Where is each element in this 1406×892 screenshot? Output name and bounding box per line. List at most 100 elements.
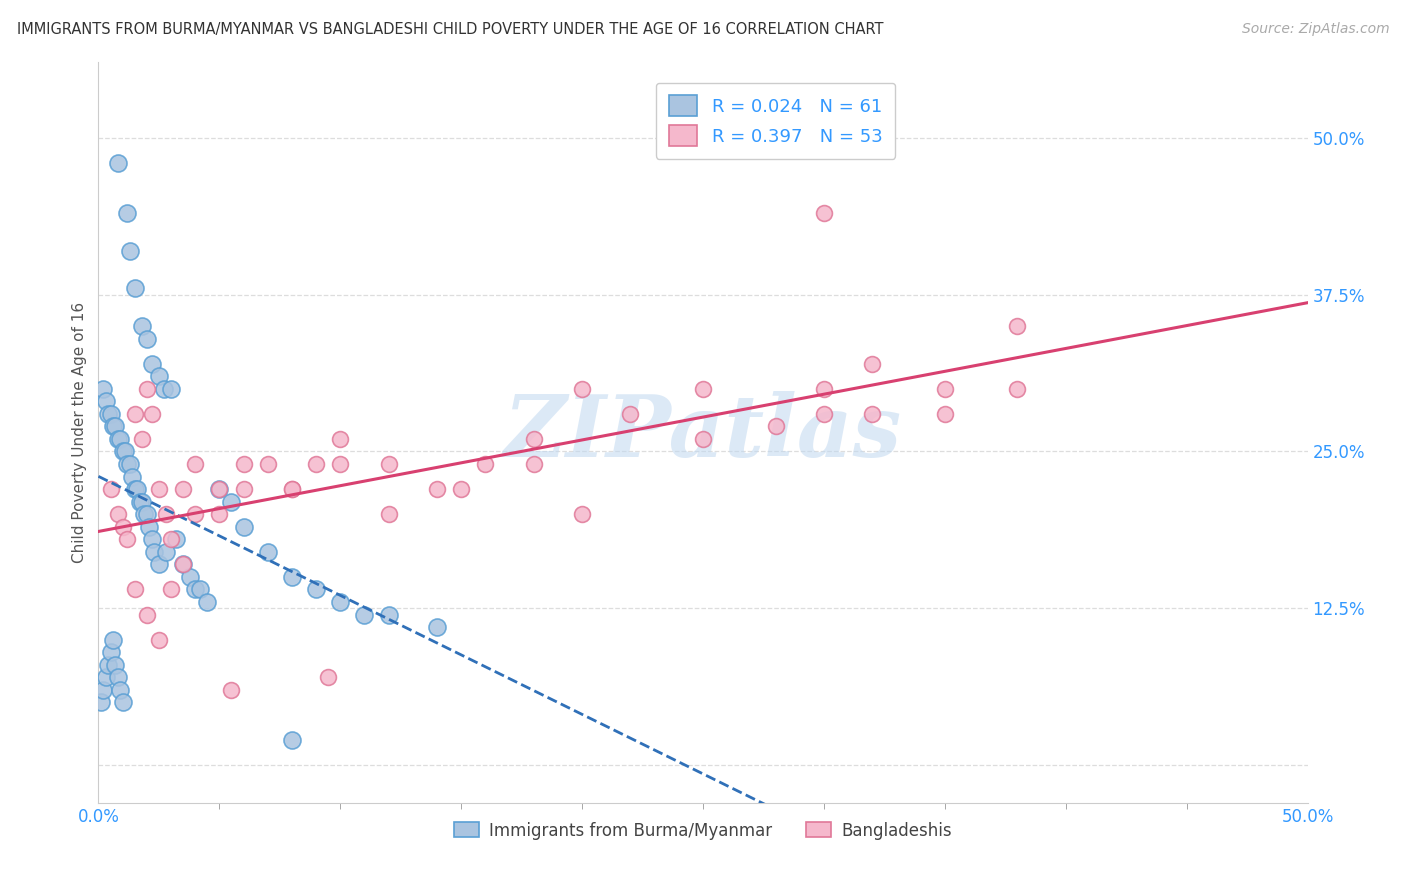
Point (124, 281, 146, 295)
Point (281, 570, 304, 584)
Point (124, 582, 146, 597)
Point (111, 444, 134, 458)
Point (160, 582, 183, 597)
Point (131, 432, 153, 446)
Point (256, 457, 278, 471)
Point (571, 507, 593, 521)
Point (131, 494, 153, 508)
Point (256, 545, 278, 559)
Point (104, 657, 127, 672)
Point (232, 520, 254, 534)
Point (426, 482, 449, 496)
Point (1007, 382, 1029, 396)
Point (281, 733, 304, 747)
Point (97, 407, 120, 421)
Point (90, 695, 112, 709)
Point (172, 482, 194, 496)
Point (281, 482, 304, 496)
Point (195, 595, 218, 609)
Point (232, 457, 254, 471)
Point (141, 407, 163, 421)
Point (377, 507, 399, 521)
Point (94, 670, 117, 684)
Point (148, 632, 170, 647)
Point (619, 407, 641, 421)
Point (148, 558, 170, 572)
Point (474, 457, 496, 471)
Point (97, 657, 120, 672)
Point (111, 520, 134, 534)
Point (101, 419, 124, 434)
Point (135, 331, 157, 345)
Point (117, 533, 139, 547)
Point (179, 570, 201, 584)
Point (813, 407, 835, 421)
Point (135, 382, 157, 396)
Point (1007, 318, 1029, 333)
Text: IMMIGRANTS FROM BURMA/MYANMAR VS BANGLADESHI CHILD POVERTY UNDER THE AGE OF 16 C: IMMIGRANTS FROM BURMA/MYANMAR VS BANGLAD… (17, 22, 883, 37)
Point (765, 419, 787, 434)
Point (118, 244, 141, 258)
Point (143, 545, 166, 559)
Point (101, 632, 124, 647)
Text: ZIPatlas: ZIPatlas (503, 391, 903, 475)
Point (523, 432, 546, 446)
Point (91, 682, 114, 697)
Point (124, 407, 146, 421)
Point (107, 507, 129, 521)
Point (141, 533, 163, 547)
Point (860, 407, 883, 421)
Point (377, 457, 399, 471)
Point (107, 432, 129, 446)
Point (160, 382, 183, 396)
Point (184, 582, 207, 597)
Point (813, 382, 835, 396)
Point (135, 607, 157, 622)
Point (208, 482, 231, 496)
Point (353, 607, 375, 622)
Point (221, 494, 243, 508)
Point (692, 382, 714, 396)
Point (934, 382, 956, 396)
Point (172, 558, 194, 572)
Point (107, 156, 129, 170)
Point (426, 620, 449, 634)
Point (281, 482, 304, 496)
Point (188, 582, 211, 597)
Legend: Immigrants from Burma/Myanmar, Bangladeshis: Immigrants from Burma/Myanmar, Banglades… (447, 815, 959, 847)
Point (118, 457, 141, 471)
Point (184, 507, 207, 521)
Point (208, 507, 231, 521)
Point (141, 357, 163, 371)
Point (316, 670, 339, 684)
Point (692, 432, 714, 446)
Point (135, 507, 157, 521)
Point (114, 444, 136, 458)
Point (155, 507, 177, 521)
Point (127, 482, 149, 496)
Point (155, 545, 177, 559)
Point (134, 507, 156, 521)
Point (165, 533, 187, 547)
Point (138, 520, 160, 534)
Point (91, 382, 114, 396)
Point (94, 394, 117, 409)
Point (160, 533, 183, 547)
Point (305, 582, 328, 597)
Point (131, 318, 153, 333)
Point (128, 494, 150, 508)
Point (100, 645, 122, 659)
Point (571, 382, 593, 396)
Y-axis label: Child Poverty Under the Age of 16: Child Poverty Under the Age of 16 (72, 302, 87, 563)
Point (305, 457, 328, 471)
Point (111, 695, 134, 709)
Point (329, 457, 352, 471)
Point (108, 432, 131, 446)
Point (377, 607, 399, 622)
Point (523, 457, 546, 471)
Point (221, 682, 243, 697)
Point (100, 407, 122, 421)
Point (184, 457, 207, 471)
Point (208, 482, 231, 496)
Point (934, 407, 956, 421)
